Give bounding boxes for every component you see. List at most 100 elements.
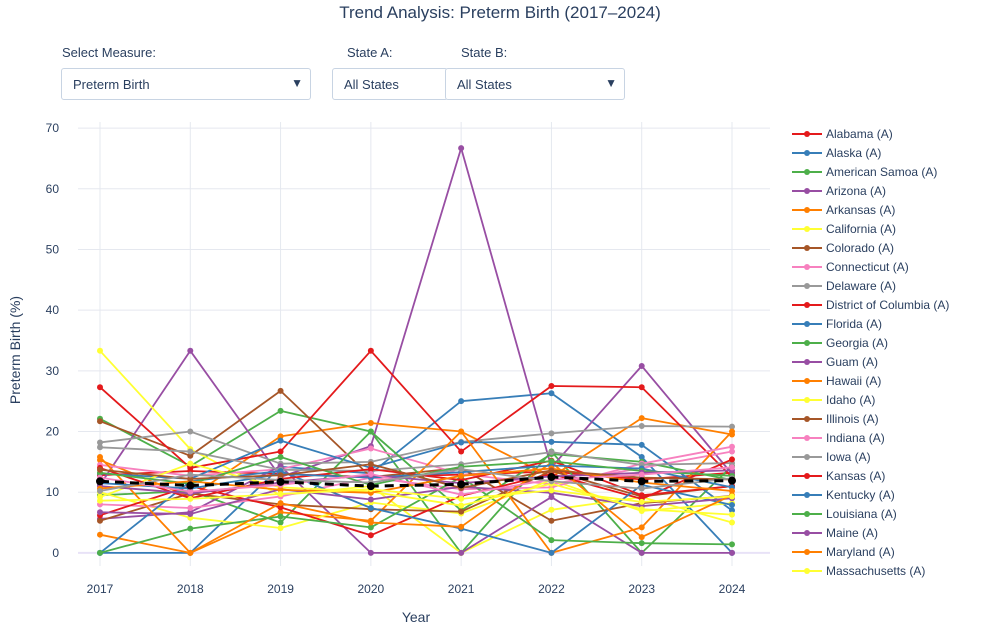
data-point[interactable] <box>458 428 465 435</box>
data-point[interactable] <box>277 472 284 479</box>
series-line[interactable] <box>99 465 732 554</box>
average-data-point[interactable] <box>547 473 556 482</box>
data-point[interactable] <box>277 491 284 498</box>
data-point[interactable] <box>729 493 735 500</box>
series-line[interactable] <box>99 488 733 503</box>
average-data-point[interactable] <box>276 477 285 486</box>
data-point[interactable] <box>458 502 465 509</box>
data-point[interactable] <box>548 517 555 524</box>
data-point[interactable] <box>458 439 465 446</box>
data-point[interactable] <box>97 444 103 451</box>
legend-item[interactable]: American Samoa (A) <box>792 165 937 179</box>
data-point[interactable] <box>638 524 645 531</box>
data-point[interactable] <box>548 383 555 389</box>
legend-item[interactable]: Iowa (A) <box>792 450 871 464</box>
series-line[interactable] <box>99 462 733 516</box>
data-point[interactable] <box>729 511 735 518</box>
data-point[interactable] <box>367 428 374 435</box>
data-point[interactable] <box>458 145 465 152</box>
data-point[interactable] <box>367 445 374 452</box>
data-point[interactable] <box>97 439 103 446</box>
average-series-line[interactable] <box>99 475 733 488</box>
data-point[interactable] <box>367 532 374 539</box>
data-point[interactable] <box>187 511 194 518</box>
data-point[interactable] <box>187 495 194 502</box>
data-point[interactable] <box>458 466 465 473</box>
data-point[interactable] <box>277 486 284 493</box>
data-point[interactable] <box>548 467 555 474</box>
legend-item[interactable]: Louisiana (A) <box>792 507 897 521</box>
legend-item[interactable]: Illinois (A) <box>792 412 879 426</box>
legend-item[interactable]: Guam (A) <box>792 355 878 369</box>
data-point[interactable] <box>97 549 103 556</box>
data-point[interactable] <box>729 549 735 556</box>
data-point[interactable] <box>638 384 645 391</box>
data-point[interactable] <box>187 452 194 459</box>
average-data-point[interactable] <box>366 482 375 491</box>
measure-dropdown[interactable]: Preterm Birth ▼ <box>61 68 311 100</box>
data-point[interactable] <box>367 519 374 526</box>
data-point[interactable] <box>638 506 645 513</box>
data-point[interactable] <box>548 458 555 465</box>
legend-item[interactable]: Delaware (A) <box>792 279 896 293</box>
series-line[interactable] <box>99 439 733 512</box>
data-point[interactable] <box>458 448 465 455</box>
data-point[interactable] <box>367 549 374 556</box>
data-point[interactable] <box>638 485 645 492</box>
data-point[interactable] <box>97 384 103 391</box>
data-point[interactable] <box>97 497 103 504</box>
series-line[interactable] <box>99 468 733 492</box>
series-line[interactable] <box>99 425 733 465</box>
data-point[interactable] <box>638 454 645 461</box>
series-line[interactable] <box>99 446 733 472</box>
data-point[interactable] <box>277 509 284 516</box>
data-point[interactable] <box>729 487 735 494</box>
average-data-point[interactable] <box>637 477 646 486</box>
data-point[interactable] <box>638 415 645 422</box>
data-point[interactable] <box>367 347 374 354</box>
data-point[interactable] <box>187 460 194 467</box>
data-point[interactable] <box>187 549 194 556</box>
legend-item[interactable]: Florida (A) <box>792 317 882 331</box>
data-point[interactable] <box>548 449 555 456</box>
data-point[interactable] <box>729 443 735 450</box>
data-point[interactable] <box>458 495 465 502</box>
data-point[interactable] <box>548 549 555 556</box>
data-point[interactable] <box>187 471 194 478</box>
data-point[interactable] <box>367 496 374 503</box>
data-point[interactable] <box>97 509 103 516</box>
legend-item[interactable]: Hawaii (A) <box>792 374 881 388</box>
data-point[interactable] <box>548 506 555 513</box>
data-point[interactable] <box>277 519 284 526</box>
data-point[interactable] <box>187 347 194 354</box>
legend-item[interactable]: Alaska (A) <box>792 146 881 160</box>
data-point[interactable] <box>638 492 645 499</box>
series-line[interactable] <box>100 392 733 554</box>
data-point[interactable] <box>638 471 645 478</box>
data-point[interactable] <box>277 513 284 520</box>
data-point[interactable] <box>458 472 465 479</box>
data-point[interactable] <box>277 500 284 507</box>
data-point[interactable] <box>638 534 645 541</box>
data-point[interactable] <box>458 398 465 405</box>
data-point[interactable] <box>638 362 645 369</box>
data-point[interactable] <box>187 488 194 495</box>
legend-item[interactable]: Georgia (A) <box>792 336 888 350</box>
data-point[interactable] <box>97 531 103 538</box>
data-point[interactable] <box>277 454 284 461</box>
data-point[interactable] <box>729 507 735 514</box>
data-point[interactable] <box>97 487 103 494</box>
data-point[interactable] <box>367 504 374 511</box>
data-point[interactable] <box>638 423 645 430</box>
data-point[interactable] <box>187 525 194 532</box>
series-line[interactable] <box>99 476 733 554</box>
average-data-point[interactable] <box>96 477 104 486</box>
data-point[interactable] <box>277 437 284 444</box>
legend-item[interactable]: Alabama (A) <box>792 127 893 141</box>
average-data-point[interactable] <box>457 480 466 489</box>
data-point[interactable] <box>367 420 374 427</box>
legend-item[interactable]: Colorado (A) <box>792 241 894 255</box>
state-b-dropdown[interactable]: All States ▼ <box>445 68 625 100</box>
data-point[interactable] <box>729 428 735 435</box>
data-point[interactable] <box>548 430 555 437</box>
